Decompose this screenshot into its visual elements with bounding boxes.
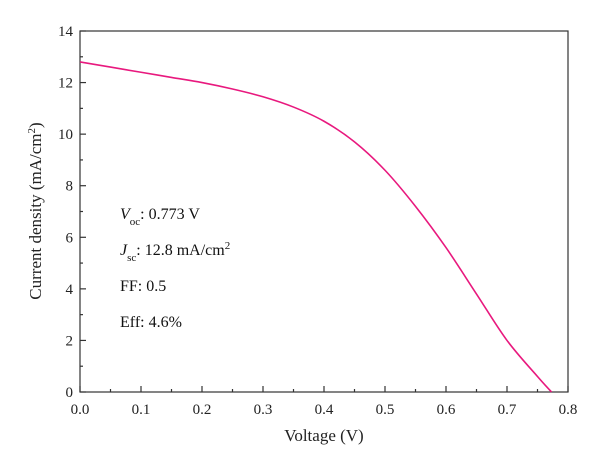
y-axis-title-main: Current density (mA/cm [26, 133, 45, 299]
annotation-jsc: Jsc: 12.8 mA/cm2 [120, 240, 230, 264]
y-tick-label: 6 [66, 230, 74, 246]
y-tick-label: 14 [58, 24, 74, 40]
annotations: Voc: 0.773 V Jsc: 12.8 mA/cm2 FF: 0.5 Ef… [120, 206, 230, 331]
jsc-symbol: J [120, 242, 128, 259]
jv-series-line [79, 61, 553, 393]
jsc-subscript: sc [127, 252, 136, 264]
x-tick-label: 0.8 [559, 402, 578, 418]
y-tick-label: 4 [66, 282, 74, 298]
x-tick-label: 0.1 [132, 402, 151, 418]
y-axis-title: Current density (mA/cm2) [26, 122, 45, 299]
annotation-eff: Eff: 4.6% [120, 314, 182, 331]
y-tick-label: 8 [66, 179, 74, 195]
y-tick-label: 2 [66, 333, 74, 349]
x-tick-label: 0.6 [437, 402, 456, 418]
annotation-voc: Voc: 0.773 V [120, 206, 200, 228]
y-axis: 0 2 4 6 8 10 12 14 [58, 24, 86, 401]
x-tick-label: 0.4 [315, 402, 334, 418]
voc-subscript: oc [130, 216, 141, 228]
voc-symbol: V [120, 206, 132, 223]
y-tick-label: 12 [58, 76, 73, 92]
x-axis-title: Voltage (V) [284, 426, 363, 445]
x-tick-label: 0.3 [254, 402, 273, 418]
jsc-superscript: 2 [225, 240, 231, 252]
series-layer [79, 61, 553, 393]
x-tick-label: 0.2 [193, 402, 212, 418]
x-tick-label: 0.0 [71, 402, 90, 418]
y-tick-label: 10 [58, 127, 73, 143]
y-axis-title-close: ) [26, 122, 45, 128]
y-tick-label: 0 [66, 385, 74, 401]
jsc-value: : 12.8 mA/cm [136, 242, 225, 259]
annotation-ff: FF: 0.5 [120, 278, 166, 295]
x-axis: 0.0 0.1 0.2 0.3 0.4 0.5 0.6 0.7 0.8 [71, 386, 578, 418]
y-axis-title-sup: 2 [26, 128, 38, 134]
x-tick-label: 0.5 [376, 402, 395, 418]
x-tick-label: 0.7 [498, 402, 517, 418]
voc-value: : 0.773 V [140, 206, 200, 223]
